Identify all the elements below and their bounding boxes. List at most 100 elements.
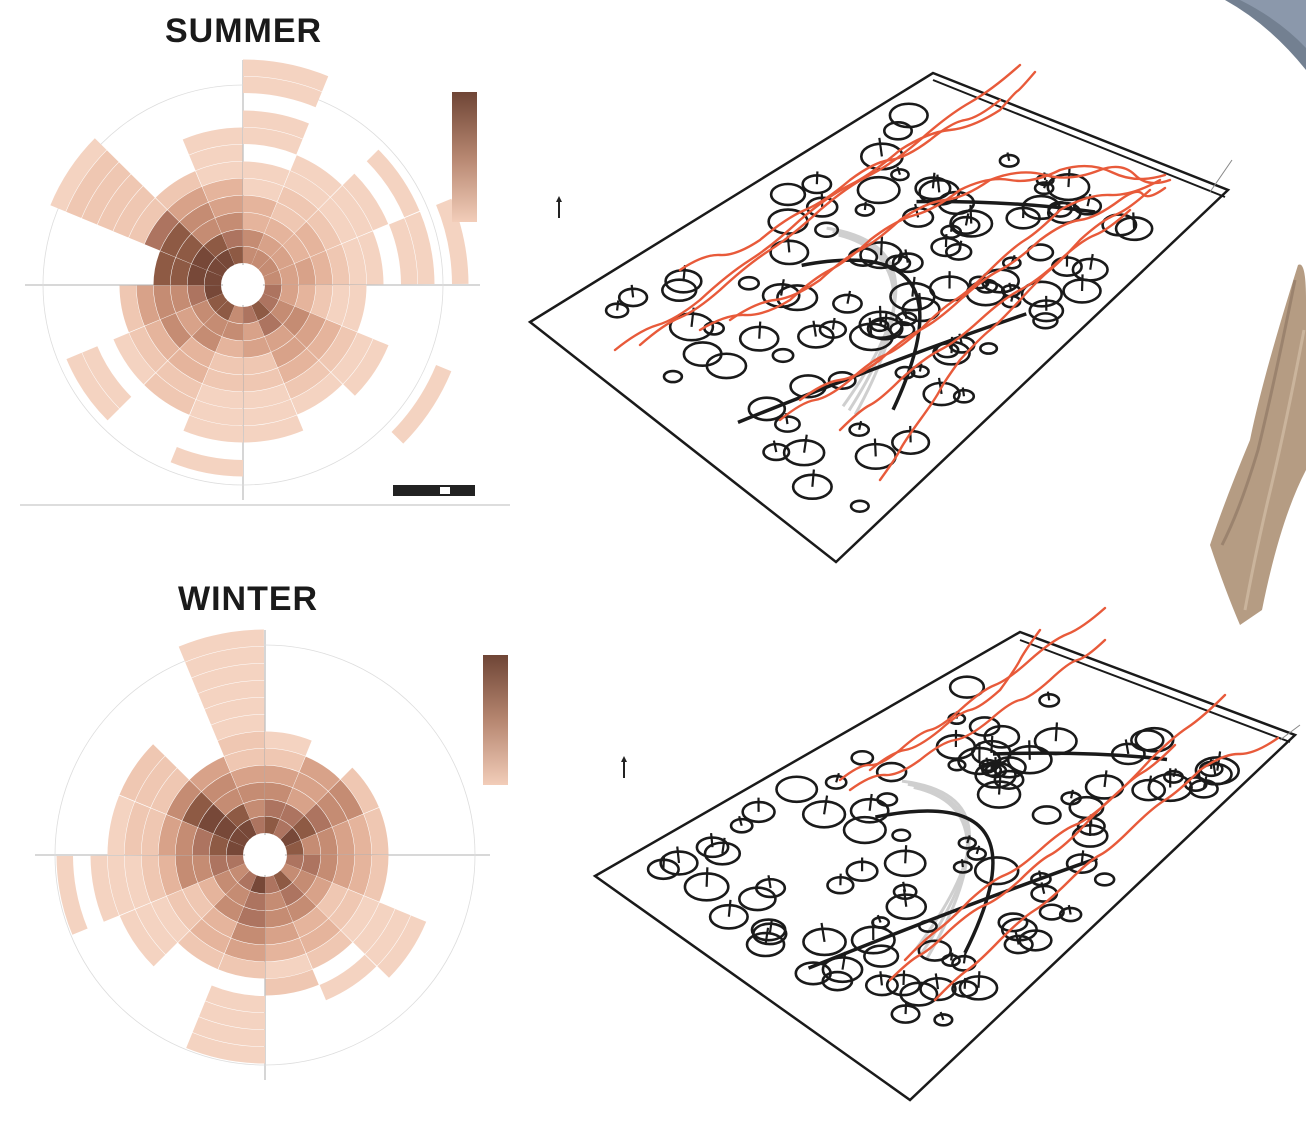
rose-cell [90, 855, 120, 922]
rose-cell [280, 827, 301, 847]
rose-cell [243, 161, 290, 186]
summer-north-arrow [556, 196, 562, 218]
rose-cell [294, 285, 316, 313]
rose-cell [119, 285, 145, 333]
rose-cell [198, 680, 265, 710]
rose-cell [135, 903, 178, 955]
rose-cell [316, 791, 348, 827]
rose-cell [179, 202, 215, 234]
rose-cell [243, 336, 271, 358]
rose-cell [237, 782, 265, 804]
rose-cell [270, 245, 295, 270]
rose-cell [273, 819, 293, 840]
rose-cell [215, 212, 243, 234]
rose-cell [150, 768, 189, 815]
rose-cell [198, 803, 226, 834]
rose-cell [243, 415, 304, 443]
rose-cell [299, 918, 341, 954]
rose-cell [191, 218, 222, 246]
rose-cell [175, 821, 198, 855]
wind-line [878, 188, 1152, 482]
rose-cell [243, 321, 265, 341]
rose-cell [144, 373, 196, 415]
rose-cell [377, 915, 427, 978]
rose-cell [170, 257, 192, 285]
rose-cell [316, 882, 348, 918]
rose-cell [229, 827, 250, 847]
rose-cell [265, 799, 286, 819]
rose-cell [167, 186, 209, 222]
rose-cell [265, 938, 306, 962]
rose-cell [215, 300, 235, 321]
rose-cell [136, 285, 160, 326]
rose-cell [202, 368, 243, 392]
rose-cell [265, 748, 306, 772]
rose-cell [290, 155, 342, 197]
rose-cell [175, 855, 198, 890]
rose-cell [273, 870, 293, 891]
rose-cell [186, 1032, 265, 1064]
rose-cell [243, 212, 271, 234]
rose-cell [366, 149, 420, 218]
rose-cell [263, 285, 282, 300]
rose-cell [243, 195, 277, 218]
rose-cell [251, 300, 271, 321]
summer-title: SUMMER [165, 12, 323, 50]
winter-north-arrow [621, 756, 627, 778]
rose-cell [265, 875, 280, 894]
winter-legend [483, 655, 508, 785]
rose-cell [348, 814, 372, 855]
rose-cell [342, 173, 389, 231]
rose-cell [226, 840, 245, 855]
winter-wind-rose [56, 629, 427, 1064]
rose-cell [119, 744, 165, 802]
rose-cell [341, 895, 380, 942]
rose-cell [189, 756, 231, 792]
rose-cell [357, 231, 384, 285]
rose-cell [166, 780, 202, 821]
rose-cell [207, 257, 228, 277]
rose-cell [213, 815, 238, 841]
rose-cell [124, 801, 151, 855]
rose-cell [316, 827, 338, 855]
rose-cell [229, 863, 250, 883]
rose-cell [156, 361, 203, 400]
rose-cell [265, 731, 312, 756]
rose-cell [353, 902, 395, 954]
rose-cell [119, 909, 166, 967]
rose-cell [319, 325, 358, 372]
rose-cell [182, 127, 243, 155]
rose-cell [271, 336, 307, 368]
rose-cell [243, 59, 329, 92]
rose-cell [243, 178, 284, 202]
rose-cell [243, 399, 297, 426]
rose-cell [113, 186, 155, 238]
rose-cell [170, 285, 192, 313]
rose-cell [306, 930, 353, 969]
rose-cell [204, 697, 265, 725]
rose-cell [286, 894, 317, 922]
rose-cell [202, 178, 243, 202]
rose-cell [341, 237, 367, 285]
wind-line [698, 164, 1167, 332]
wind-line [868, 628, 1042, 772]
rose-cell [284, 360, 331, 399]
rose-cell [265, 782, 293, 804]
rose-cell [213, 788, 244, 816]
rose-cell [230, 765, 265, 788]
rose-cell [280, 863, 301, 883]
rose-cell [185, 646, 265, 678]
rose-cell [332, 820, 355, 855]
wind-line [838, 208, 1132, 432]
rose-cell [160, 313, 192, 349]
rose-cell [107, 795, 135, 855]
rose-cell [304, 876, 332, 907]
rose-cell [301, 833, 321, 855]
rose-cell [183, 415, 243, 443]
wind-line [848, 638, 1107, 792]
rose-cell [178, 629, 264, 662]
rose-cell [265, 891, 287, 911]
rose-cell [285, 840, 304, 855]
rose-cell [292, 772, 328, 804]
wind-line [903, 743, 1177, 962]
